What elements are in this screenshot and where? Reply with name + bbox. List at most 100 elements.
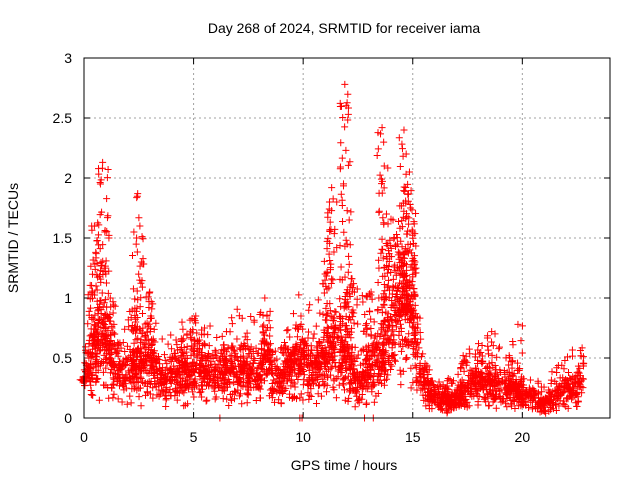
data-point (553, 369, 561, 377)
data-point (387, 313, 395, 321)
data-point (390, 234, 398, 242)
data-point (225, 402, 233, 410)
data-point (384, 164, 392, 172)
data-point (297, 363, 305, 371)
data-point (118, 398, 126, 406)
data-point (388, 362, 396, 370)
data-point (527, 398, 535, 406)
data-point (328, 207, 336, 215)
data-point (245, 350, 253, 358)
data-point (257, 394, 265, 402)
data-point (342, 236, 350, 244)
data-point (567, 389, 575, 397)
data-point (516, 379, 524, 387)
data-point (413, 324, 421, 332)
data-point (213, 333, 221, 341)
data-point (198, 393, 206, 401)
data-point (389, 351, 397, 359)
data-point (203, 396, 211, 404)
data-point (191, 337, 199, 345)
data-point (133, 287, 141, 295)
data-point (92, 254, 100, 262)
data-point (421, 378, 429, 386)
data-point (148, 358, 156, 366)
data-point (227, 359, 235, 367)
data-point (323, 269, 331, 277)
data-point (284, 346, 292, 354)
data-point (173, 341, 181, 349)
data-point (410, 260, 418, 268)
data-point (161, 356, 169, 364)
data-point (438, 406, 446, 414)
data-point (406, 282, 414, 290)
data-point (349, 306, 357, 314)
data-point (341, 242, 349, 250)
data-point (497, 398, 505, 406)
data-point (407, 307, 415, 315)
data-point (242, 381, 250, 389)
data-point (380, 184, 388, 192)
data-point (322, 282, 330, 290)
data-point (188, 383, 196, 391)
data-point (346, 386, 354, 394)
data-point (475, 378, 483, 386)
data-point (137, 336, 145, 344)
data-point (403, 338, 411, 346)
data-point (123, 400, 131, 408)
data-point (369, 360, 377, 368)
data-point (460, 379, 468, 387)
data-point (187, 333, 195, 341)
data-point (230, 372, 238, 380)
data-point (353, 285, 361, 293)
data-point (262, 350, 270, 358)
data-point (346, 241, 354, 249)
data-point (362, 320, 370, 328)
data-point (233, 368, 241, 376)
data-point (220, 341, 228, 349)
data-point (398, 312, 406, 320)
data-point (517, 378, 525, 386)
data-point (131, 311, 139, 319)
data-point (359, 298, 367, 306)
data-point (287, 382, 295, 390)
data-point (466, 366, 474, 374)
data-point (376, 370, 384, 378)
data-point (342, 312, 350, 320)
data-point (224, 376, 232, 384)
data-point (448, 395, 456, 403)
data-point (576, 347, 584, 355)
data-point (174, 371, 182, 379)
data-point (148, 305, 156, 313)
data-point (98, 208, 106, 216)
data-point (565, 368, 573, 376)
data-point (468, 392, 476, 400)
data-point (385, 262, 393, 270)
data-point (374, 389, 382, 397)
data-point (278, 388, 286, 396)
data-point (316, 381, 324, 389)
data-point (87, 352, 95, 360)
data-point (379, 341, 387, 349)
data-point (198, 385, 206, 393)
data-point (337, 163, 345, 171)
data-point (368, 352, 376, 360)
data-point (189, 359, 197, 367)
data-point (84, 320, 92, 328)
data-point (106, 294, 114, 302)
data-point (489, 379, 497, 387)
data-point (134, 296, 142, 304)
data-point (495, 343, 503, 351)
data-point (137, 402, 145, 410)
data-point (309, 375, 317, 383)
data-point (95, 396, 103, 404)
data-point (271, 379, 279, 387)
data-point (509, 372, 517, 380)
data-point (330, 386, 338, 394)
data-point (150, 366, 158, 374)
data-point (337, 190, 345, 198)
data-point (206, 368, 214, 376)
data-point (395, 304, 403, 312)
data-point (411, 352, 419, 360)
data-point (509, 341, 517, 349)
data-point (84, 374, 92, 382)
